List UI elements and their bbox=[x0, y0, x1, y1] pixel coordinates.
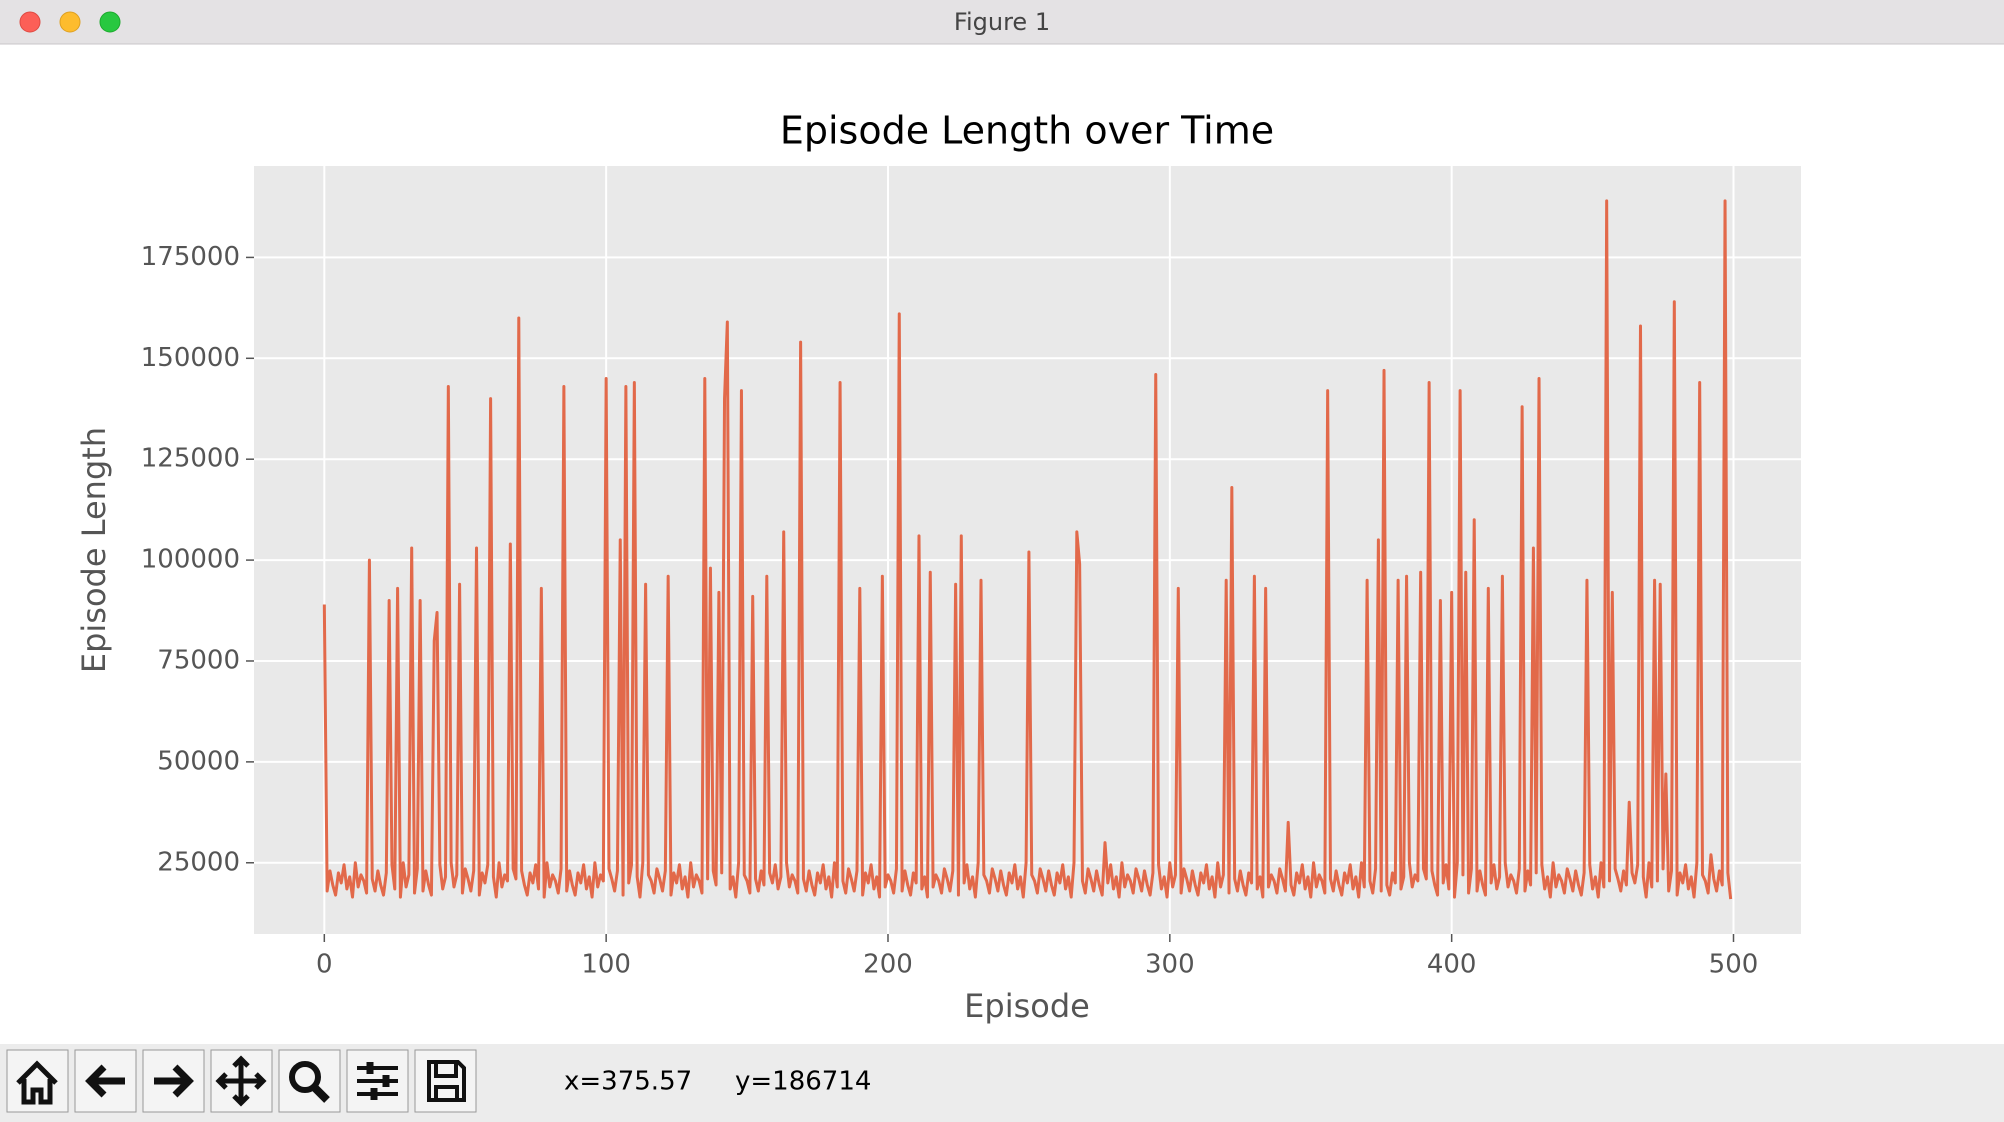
status-x: x=375.57 bbox=[564, 1067, 692, 1097]
y-tick-label: 50000 bbox=[157, 746, 240, 776]
back-icon bbox=[85, 1064, 125, 1098]
configure-icon-sliders bbox=[366, 1062, 390, 1100]
home-button[interactable] bbox=[6, 1049, 69, 1113]
close-button[interactable] bbox=[19, 11, 41, 33]
chart: Episode Length over Time Episode Episode… bbox=[75, 109, 1801, 1025]
y-tick-label: 150000 bbox=[141, 343, 240, 373]
x-tick-label: 100 bbox=[581, 950, 631, 980]
y-tick-label: 100000 bbox=[141, 545, 240, 575]
zoom-tool-button[interactable] bbox=[278, 1049, 341, 1113]
save-button[interactable] bbox=[414, 1049, 477, 1113]
zoom-icon-handle bbox=[311, 1084, 330, 1103]
data-line bbox=[322, 199, 1733, 900]
x-tick-label: 300 bbox=[1145, 950, 1195, 980]
x-tick-label: 400 bbox=[1427, 950, 1477, 980]
title-bar bbox=[0, 0, 2004, 44]
pan-icon bbox=[215, 1055, 267, 1107]
y-tick-label: 75000 bbox=[157, 645, 240, 675]
x-tick-label: 0 bbox=[316, 950, 333, 980]
y-tick-label: 125000 bbox=[141, 444, 240, 474]
x-axis-label: Episode bbox=[964, 987, 1090, 1025]
x-tick-label: 500 bbox=[1709, 950, 1759, 980]
chart-title: Episode Length over Time bbox=[780, 109, 1274, 153]
y-tick-label: 25000 bbox=[157, 847, 240, 877]
toolbar-buttons bbox=[6, 1049, 477, 1113]
save-icon bbox=[427, 1060, 466, 1102]
forward-icon bbox=[154, 1064, 194, 1098]
y-axis-label: Episode Length bbox=[75, 427, 113, 673]
minimize-button[interactable] bbox=[59, 11, 81, 33]
x-tick-label: 200 bbox=[863, 950, 913, 980]
status-y: y=186714 bbox=[735, 1067, 871, 1097]
window-title: Figure 1 bbox=[954, 8, 1050, 36]
y-tick-label: 175000 bbox=[141, 242, 240, 272]
zoom-button[interactable] bbox=[99, 11, 121, 33]
zoom-icon bbox=[289, 1061, 321, 1093]
home-icon bbox=[16, 1060, 58, 1105]
